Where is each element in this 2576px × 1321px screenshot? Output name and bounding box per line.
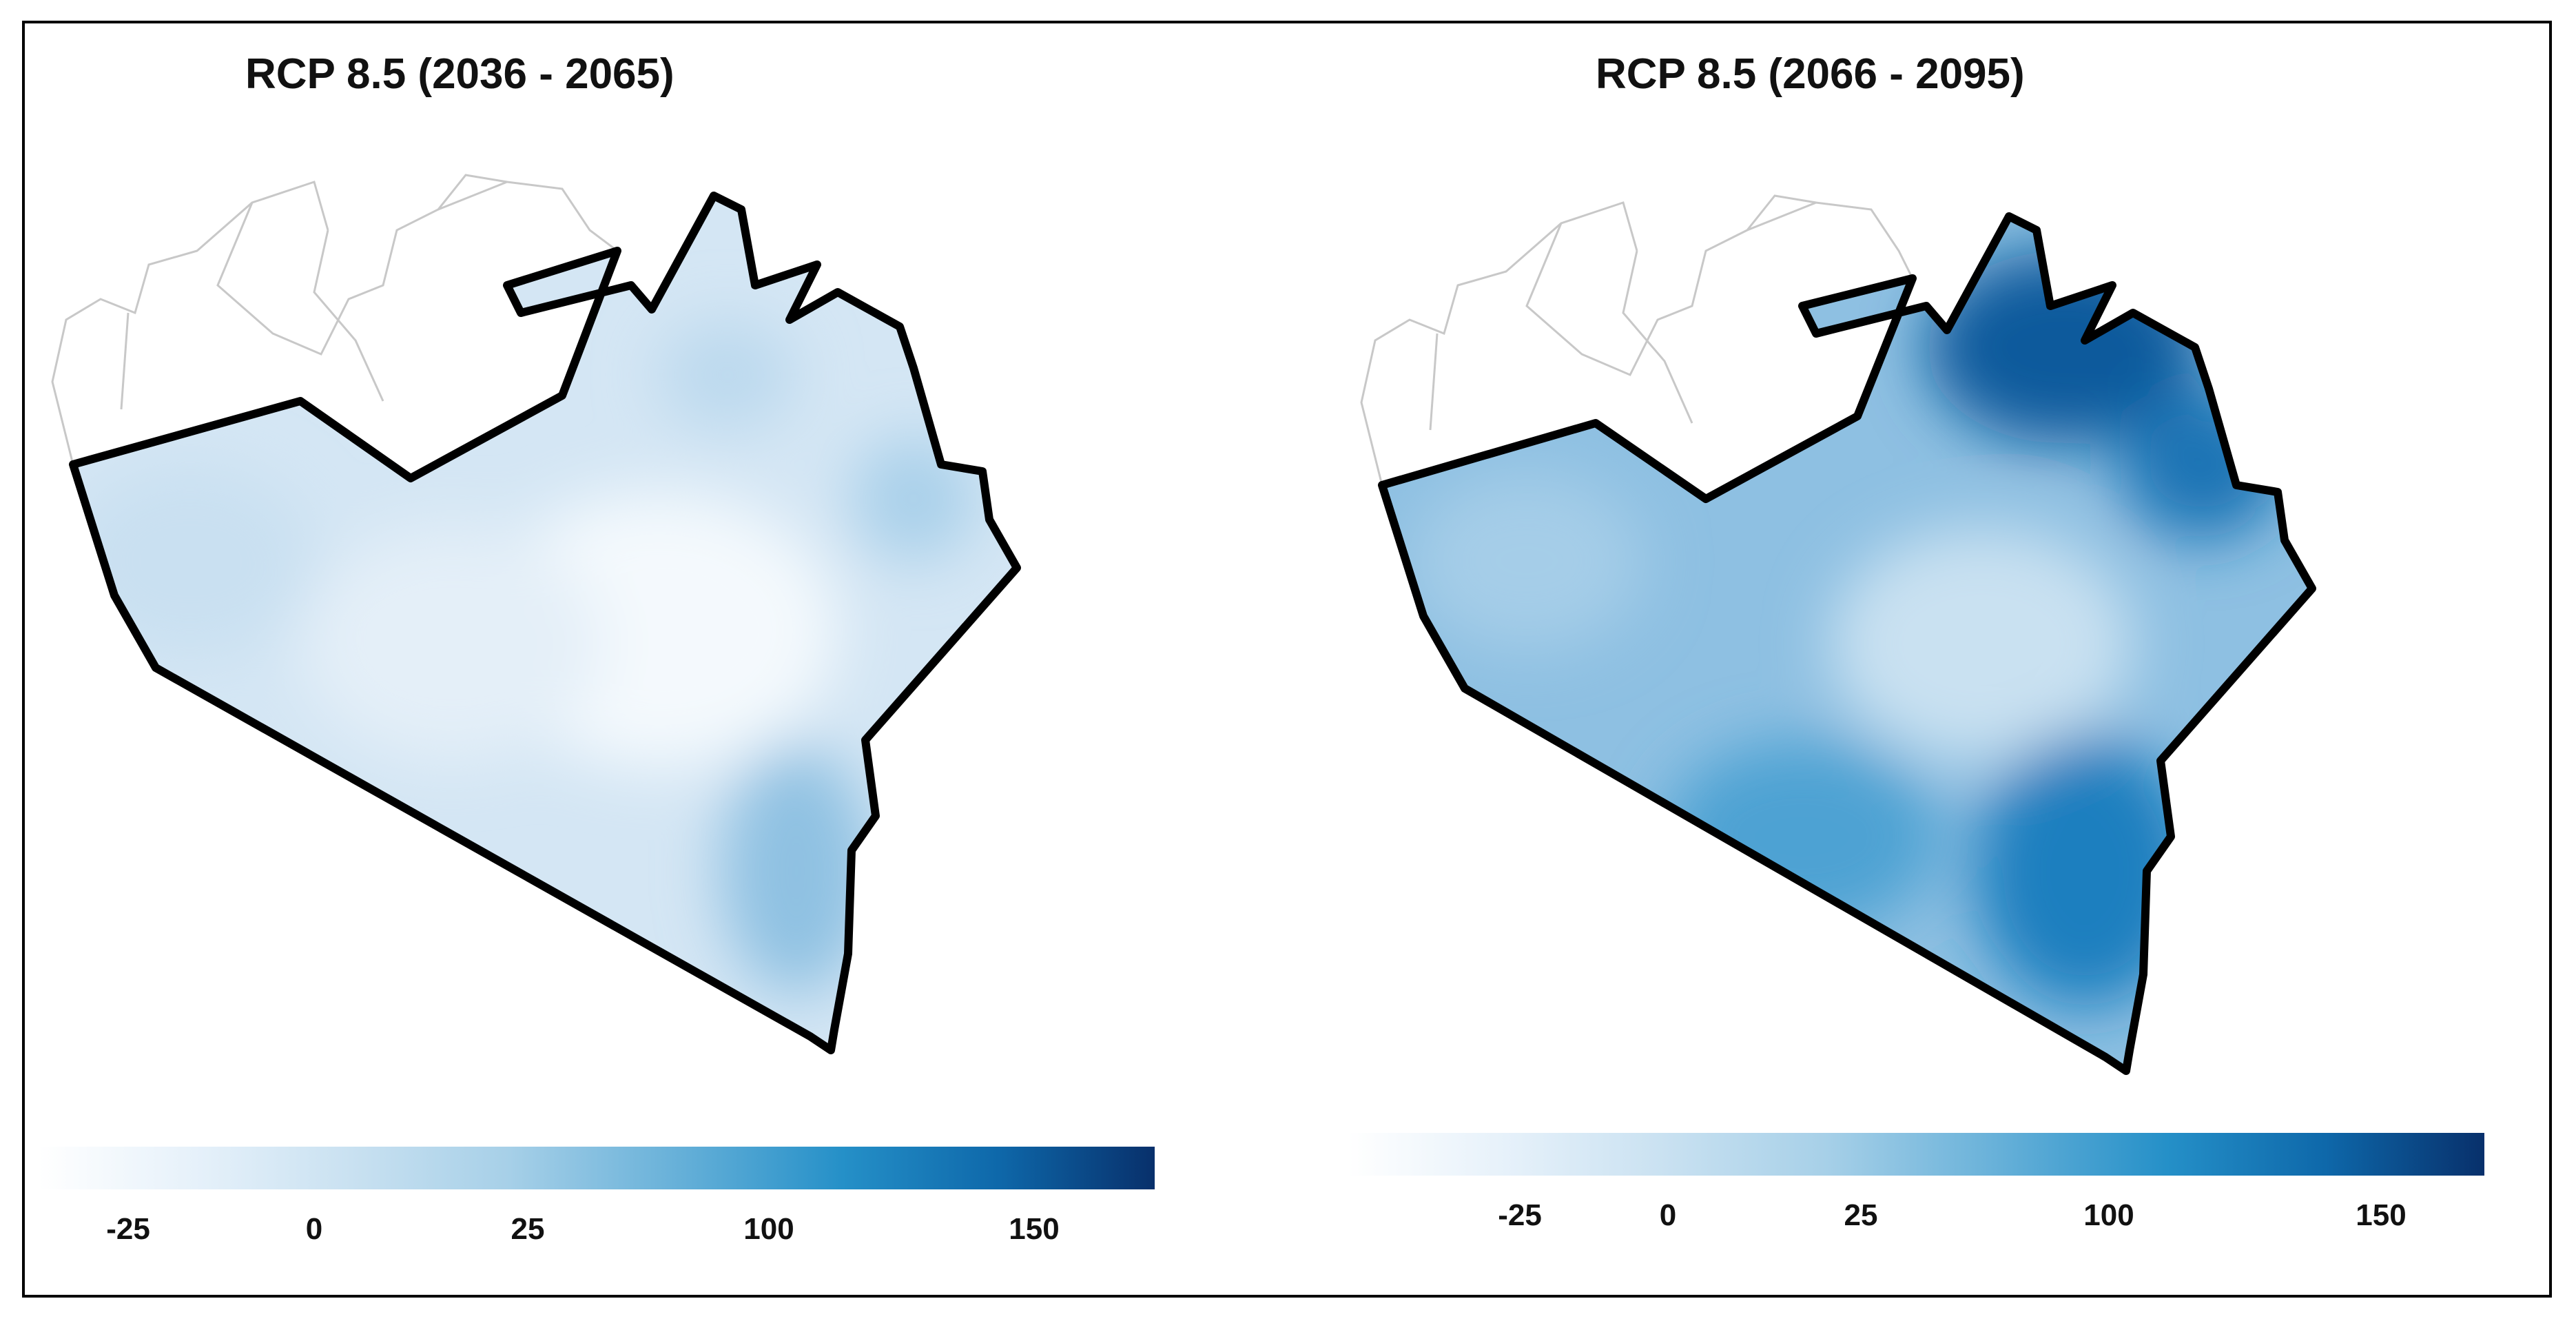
- legend-tick: -25: [106, 1212, 150, 1246]
- legend-tick: 25: [1844, 1198, 1878, 1232]
- color-scale-bar: [39, 1147, 1155, 1189]
- region-boundary: [1378, 212, 2316, 1075]
- region-map: [51, 174, 1021, 1054]
- neighbor-outlines: [51, 174, 618, 465]
- map-title: RCP 8.5 (2036 - 2065): [245, 50, 674, 98]
- legend-tick: -25: [1498, 1198, 1542, 1232]
- color-scale-bar: [1348, 1133, 2484, 1176]
- region-boundary: [69, 192, 1021, 1054]
- neighbor-outlines: [1360, 194, 1914, 486]
- legend-tick: 0: [1659, 1198, 1677, 1232]
- legend-tick: 100: [743, 1212, 794, 1246]
- precipitation-surface: [73, 196, 1017, 1050]
- legend-tick: 100: [2083, 1198, 2134, 1232]
- legend-tick: 25: [511, 1212, 545, 1246]
- legend-tick: 150: [1009, 1212, 1060, 1246]
- figure-frame: RCP 8.5 (2036 - 2065): [22, 21, 2552, 1298]
- map-panel-2066-2095: RCP 8.5 (2066 - 2095): [1320, 23, 2553, 1295]
- map-panel-2036-2065: RCP 8.5 (2036 - 2065): [25, 23, 1290, 1295]
- map-title: RCP 8.5 (2066 - 2095): [1596, 50, 2025, 98]
- legend-tick: 150: [2356, 1198, 2407, 1232]
- legend-tick: 0: [305, 1212, 323, 1246]
- region-map: [1360, 194, 2316, 1075]
